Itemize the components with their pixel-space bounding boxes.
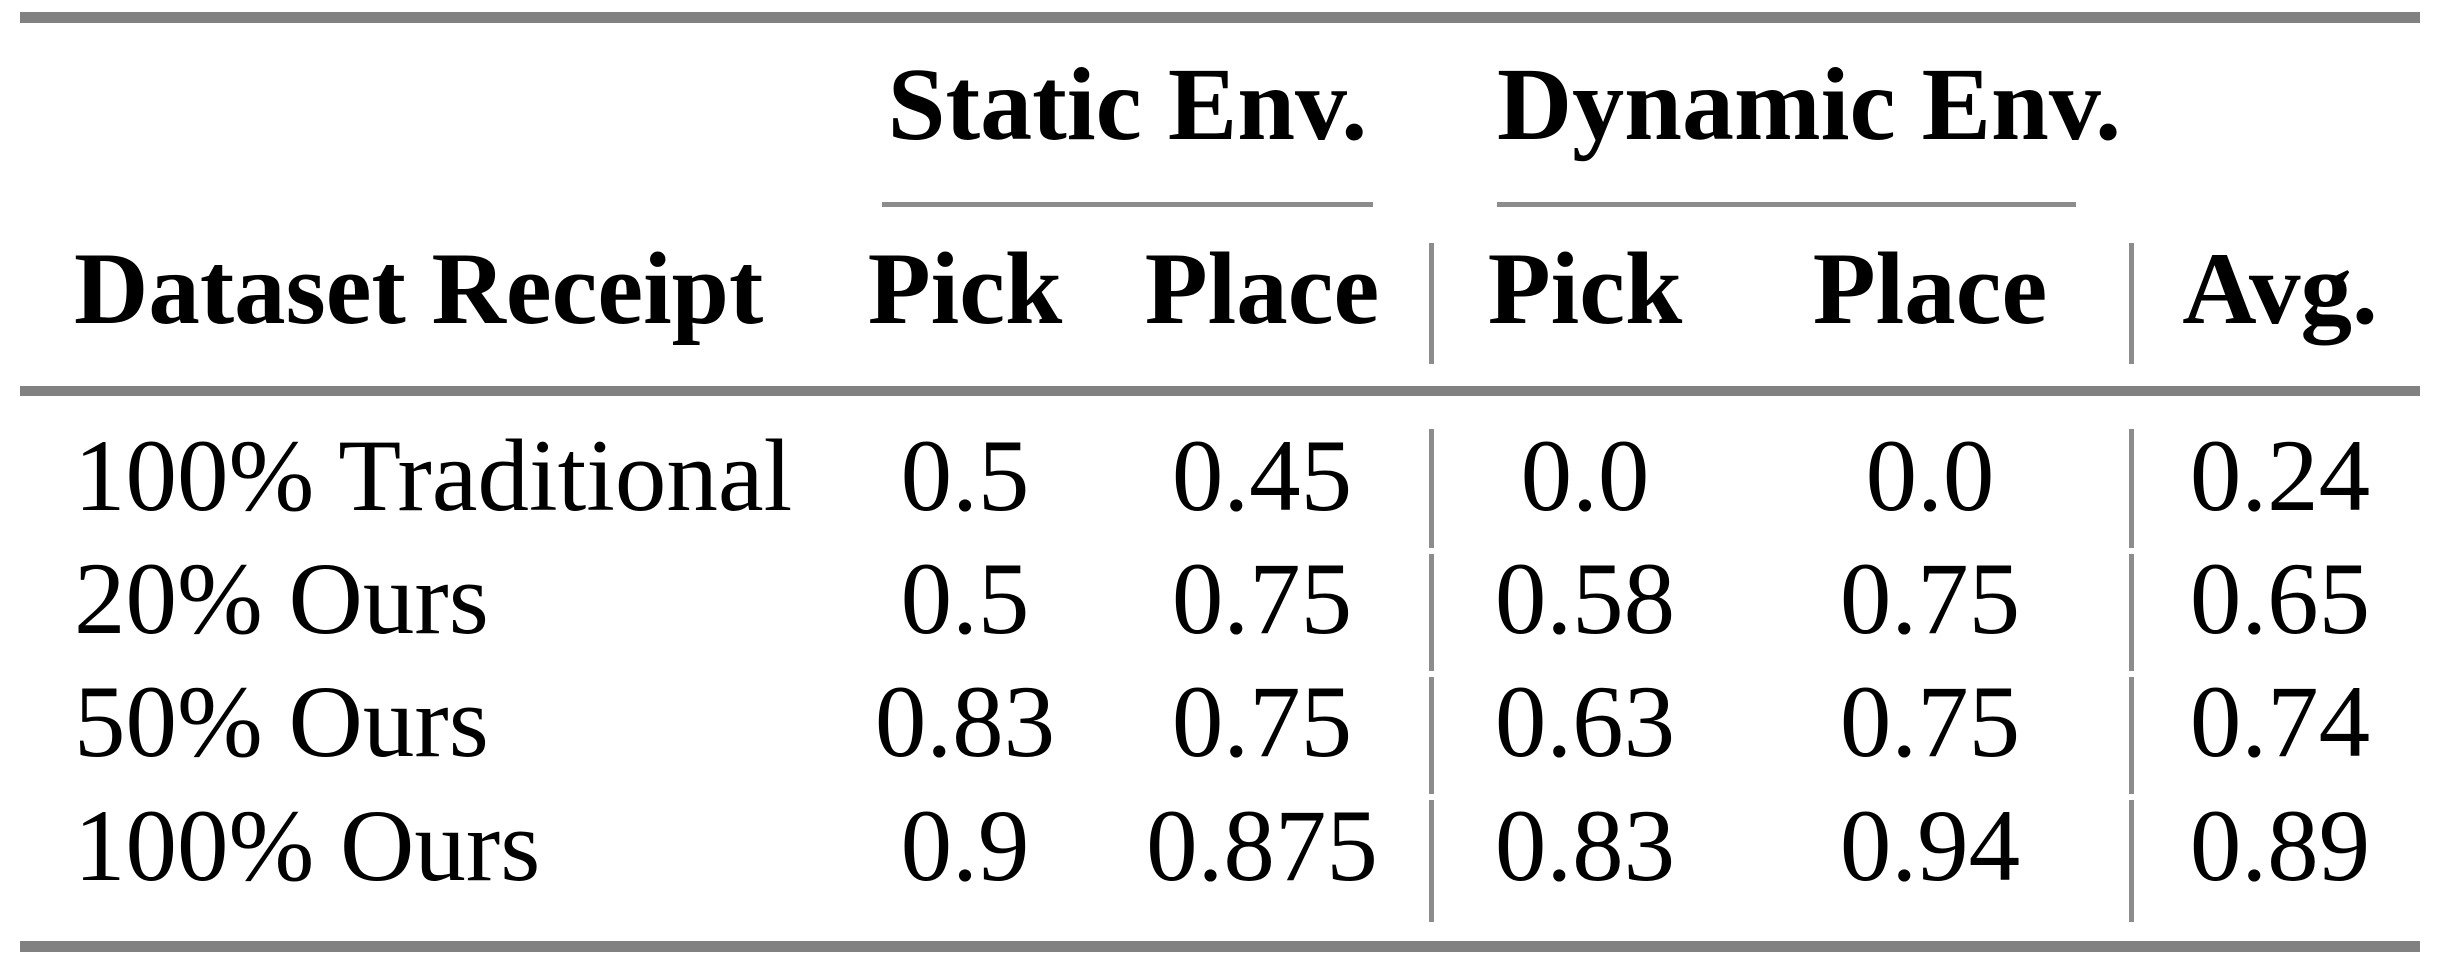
column-header-static-pick: Pick: [867, 232, 1063, 346]
cell-value: 0.65: [2189, 542, 2371, 656]
cell-value: 0.58: [1494, 542, 1676, 656]
row-label: 100% Ours: [74, 789, 541, 903]
group-header-static-env: Static Env.: [887, 47, 1368, 162]
cell-value: 0.89: [2189, 789, 2371, 903]
column-separator: [2129, 677, 2134, 794]
row-label: 100% Traditional: [74, 419, 793, 533]
table-bottom-rule: [20, 941, 2420, 952]
table-row: 100% Traditional 0.5 0.45 0.0 0.0 0.24: [0, 425, 2440, 535]
cell-value: 0.0: [1865, 419, 1995, 533]
cell-value: 0.5: [900, 419, 1030, 533]
column-header-dataset-receipt: Dataset Receipt: [74, 232, 764, 346]
column-separator: [2129, 243, 2134, 364]
column-separator: [2129, 429, 2134, 548]
group-header-dynamic-env: Dynamic Env.: [1497, 47, 2122, 162]
cell-value: 0.24: [2189, 419, 2371, 533]
column-header-dynamic-pick: Pick: [1487, 232, 1683, 346]
table-row: 100% Ours 0.9 0.875 0.83 0.94 0.89: [0, 795, 2440, 905]
column-separator: [1429, 677, 1434, 794]
cell-value: 0.75: [1171, 665, 1353, 779]
column-header-avg: Avg.: [2182, 232, 2378, 346]
table-mid-rule: [20, 386, 2420, 396]
table-row: 50% Ours 0.83 0.75 0.63 0.75 0.74: [0, 671, 2440, 781]
column-header-dynamic-place: Place: [1812, 232, 2048, 346]
cell-value: 0.74: [2189, 665, 2371, 779]
cell-value: 0.75: [1171, 542, 1353, 656]
cell-value: 0.83: [874, 665, 1056, 779]
column-separator: [1429, 429, 1434, 548]
row-label: 50% Ours: [74, 665, 489, 779]
column-header-static-place: Place: [1144, 232, 1380, 346]
cmidrule-static: [882, 202, 1373, 207]
cell-value: 0.75: [1839, 542, 2021, 656]
cell-value: 0.0: [1520, 419, 1650, 533]
cell-value: 0.75: [1839, 665, 2021, 779]
cell-value: 0.875: [1146, 789, 1378, 903]
cmidrule-dynamic: [1497, 202, 2076, 207]
row-label: 20% Ours: [74, 542, 489, 656]
table-top-rule: [20, 12, 2420, 23]
column-separator: [2129, 554, 2134, 671]
cell-value: 0.63: [1494, 665, 1676, 779]
cell-value: 0.45: [1171, 419, 1353, 533]
column-separator: [1429, 554, 1434, 671]
table-row: 20% Ours 0.5 0.75 0.58 0.75 0.65: [0, 548, 2440, 658]
cell-value: 0.83: [1494, 789, 1676, 903]
column-separator: [2129, 800, 2134, 922]
cell-value: 0.94: [1839, 789, 2021, 903]
header-row: Dataset Receipt Pick Place Pick Place Av…: [0, 238, 2440, 348]
column-separator: [1429, 800, 1434, 922]
column-separator: [1429, 243, 1434, 364]
cell-value: 0.5: [900, 542, 1030, 656]
cell-value: 0.9: [900, 789, 1030, 903]
